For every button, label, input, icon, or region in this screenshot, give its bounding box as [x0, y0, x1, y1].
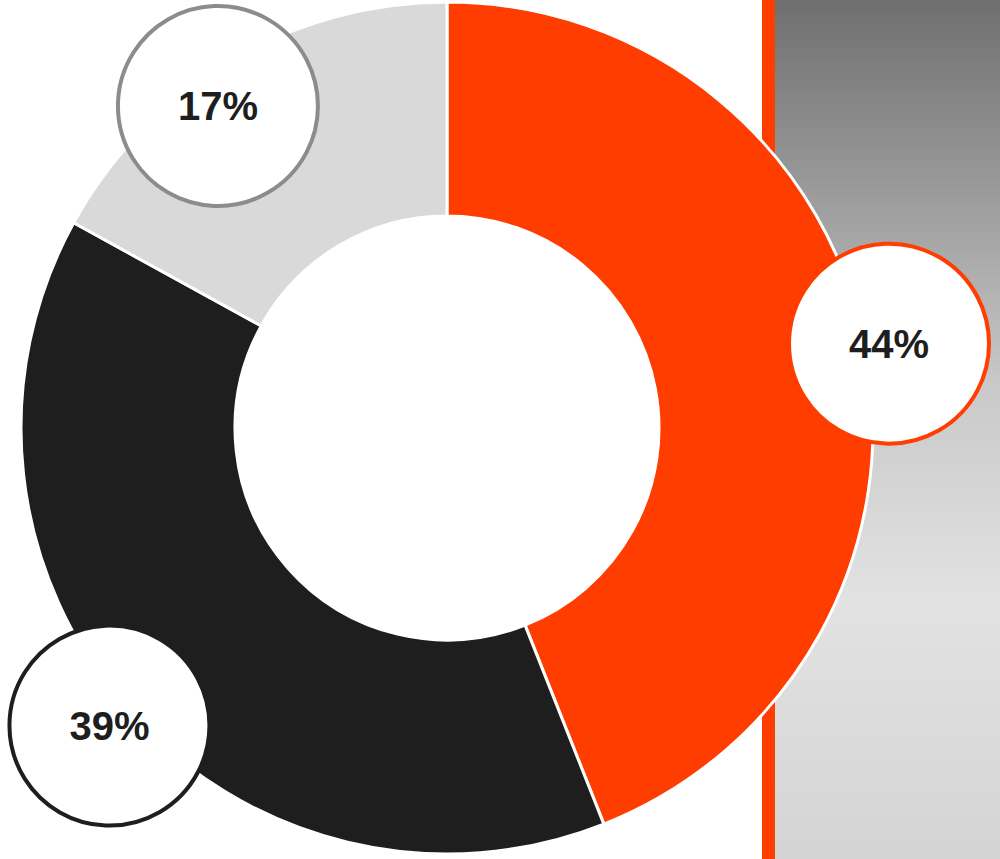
svg-text:17%: 17%	[178, 84, 258, 128]
svg-text:44%: 44%	[849, 322, 929, 366]
svg-text:39%: 39%	[69, 704, 149, 748]
